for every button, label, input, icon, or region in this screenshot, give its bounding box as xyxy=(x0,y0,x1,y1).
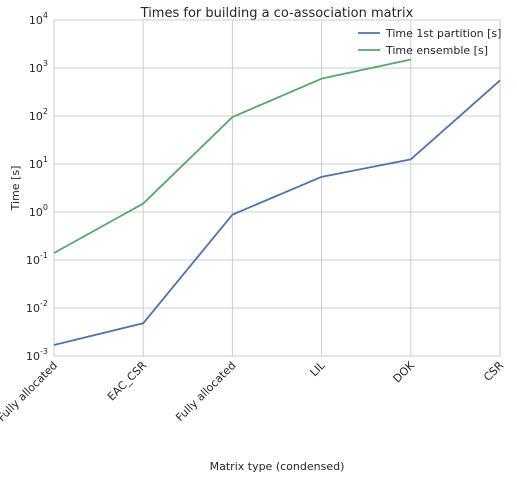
y-axis-label: Time [s] xyxy=(9,166,22,212)
x-tick-label: DOK xyxy=(391,358,418,385)
x-tick-label: EAC_CSR xyxy=(105,359,150,404)
plot-frame xyxy=(53,19,501,357)
x-tick-label: LIL xyxy=(308,358,329,379)
plot-area xyxy=(53,19,501,357)
y-tick-label: 101 xyxy=(29,155,48,171)
legend-label-0: Time 1st partition [s] xyxy=(385,27,501,40)
x-tick-label: Optimized Fully allocated xyxy=(0,359,60,467)
y-tick-label: 102 xyxy=(29,107,48,123)
legend-label-1: Time ensemble [s] xyxy=(385,44,488,57)
x-axis-label: Matrix type (condensed) xyxy=(210,460,345,473)
x-tick-label: CSR xyxy=(481,359,506,384)
y-tick-label: 104 xyxy=(29,11,48,27)
x-tick-labels: Optimized Fully allocated EAC_CSR Fully al… xyxy=(0,358,506,466)
y-tick-label: 100 xyxy=(29,203,48,219)
chart-title: Times for building a co-association matr… xyxy=(140,6,414,21)
series-layer xyxy=(53,58,501,346)
y-tick-label: 10-2 xyxy=(26,299,48,315)
x-tick-label: Fully allocated xyxy=(173,359,238,424)
y-tick-labels: 10-3 10-2 10-1 100 101 102 103 104 xyxy=(26,11,48,363)
grid xyxy=(53,19,501,357)
series-line-1 xyxy=(53,58,411,254)
y-tick-label: 103 xyxy=(29,59,48,75)
legend: Time 1st partition [s] Time ensemble [s] xyxy=(358,27,501,57)
y-tick-label: 10-1 xyxy=(26,251,48,267)
y-tick-label: 10-3 xyxy=(26,347,48,363)
series-line-0 xyxy=(53,79,501,346)
